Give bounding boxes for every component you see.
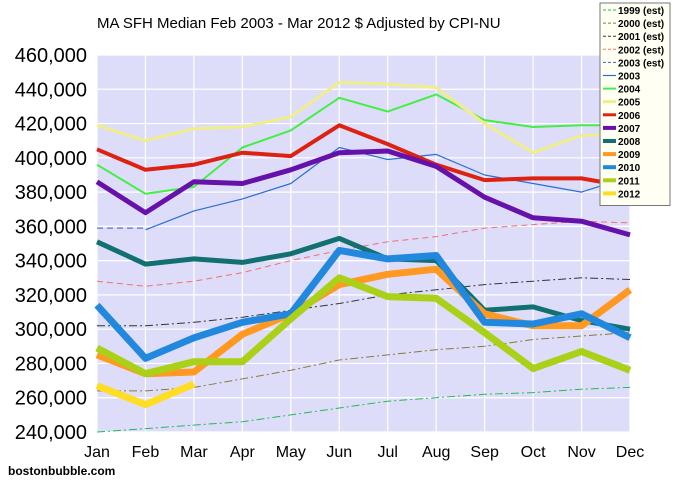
legend-label: 2000 (est) <box>618 19 664 30</box>
legend-box <box>599 2 671 206</box>
x-tick-label: Sep <box>470 444 499 461</box>
y-tick-label: 240,000 <box>15 422 87 444</box>
x-tick-label: Feb <box>132 444 160 461</box>
x-axis-ticks: Jan Feb Mar Apr May Jun Jul Aug Sep Oct Nov Dec <box>84 444 644 461</box>
credit-text: bostonbubble.com <box>8 464 115 478</box>
y-tick-label: 280,000 <box>15 353 87 375</box>
y-tick-label: 420,000 <box>15 114 87 136</box>
series-line-2008 <box>95 235 631 332</box>
x-tick-label: Jun <box>326 444 352 461</box>
x-tick-label: Jan <box>84 444 110 461</box>
x-tick-label: Aug <box>422 444 450 461</box>
legend-label: 2003 (est) <box>618 58 664 69</box>
legend-label: 2001 (est) <box>618 32 664 43</box>
y-tick-label: 380,000 <box>15 182 87 204</box>
y-tick-label: 300,000 <box>15 319 87 341</box>
x-tick-label: May <box>276 444 306 461</box>
chart-title: MA SFH Median Feb 2003 - Mar 2012 $ Adju… <box>97 15 501 32</box>
x-tick-label: Jul <box>378 444 398 461</box>
x-tick-label: Mar <box>180 444 208 461</box>
y-tick-label: 440,000 <box>15 79 87 101</box>
y-tick-label: 360,000 <box>15 216 87 238</box>
series-line-2007 <box>95 148 631 238</box>
y-tick-label: 320,000 <box>15 285 87 307</box>
series-line-2005 <box>96 80 631 155</box>
y-tick-label: 460,000 <box>15 45 87 67</box>
x-tick-label: Dec <box>616 444 644 461</box>
legend-label: 2004 <box>618 85 641 96</box>
legend-label: 2002 (est) <box>618 45 664 56</box>
x-tick-label: Nov <box>567 444 595 461</box>
legend-label: 2011 <box>618 176 640 187</box>
series-line-2011 <box>95 274 632 378</box>
x-tick-label: Oct <box>521 444 546 461</box>
x-tick-label: Apr <box>230 444 256 461</box>
legend-label: 2006 <box>618 111 641 122</box>
legend-label: 2003 <box>618 72 641 83</box>
legend: 1999 (est) 2000 (est) 2001 (est) 2002 (est)… <box>599 2 671 206</box>
series-line-2003 <box>145 146 631 231</box>
series-line-2000-est <box>97 332 631 392</box>
legend-label: 1999 (est) <box>618 6 664 17</box>
y-tick-label: 340,000 <box>15 251 87 273</box>
legend-label: 2005 <box>618 98 641 109</box>
series-line-2001-est <box>97 277 631 327</box>
series-line-2010 <box>94 246 632 362</box>
legend-label: 2007 <box>618 124 641 135</box>
series-layer <box>94 80 633 433</box>
legend-label: 2012 <box>618 189 641 200</box>
series-line-2012 <box>95 380 196 409</box>
legend-label: 2008 <box>618 137 641 148</box>
legend-label: 2009 <box>618 150 641 161</box>
y-tick-label: 260,000 <box>15 388 87 410</box>
legend-label: 2010 <box>618 163 641 174</box>
series-line-1999-est <box>96 386 631 433</box>
series-line-2006 <box>96 123 631 189</box>
y-tick-label: 400,000 <box>15 148 87 170</box>
y-axis-ticks: 240,000 260,000 280,000 300,000 320,000 340,0… <box>15 45 87 444</box>
